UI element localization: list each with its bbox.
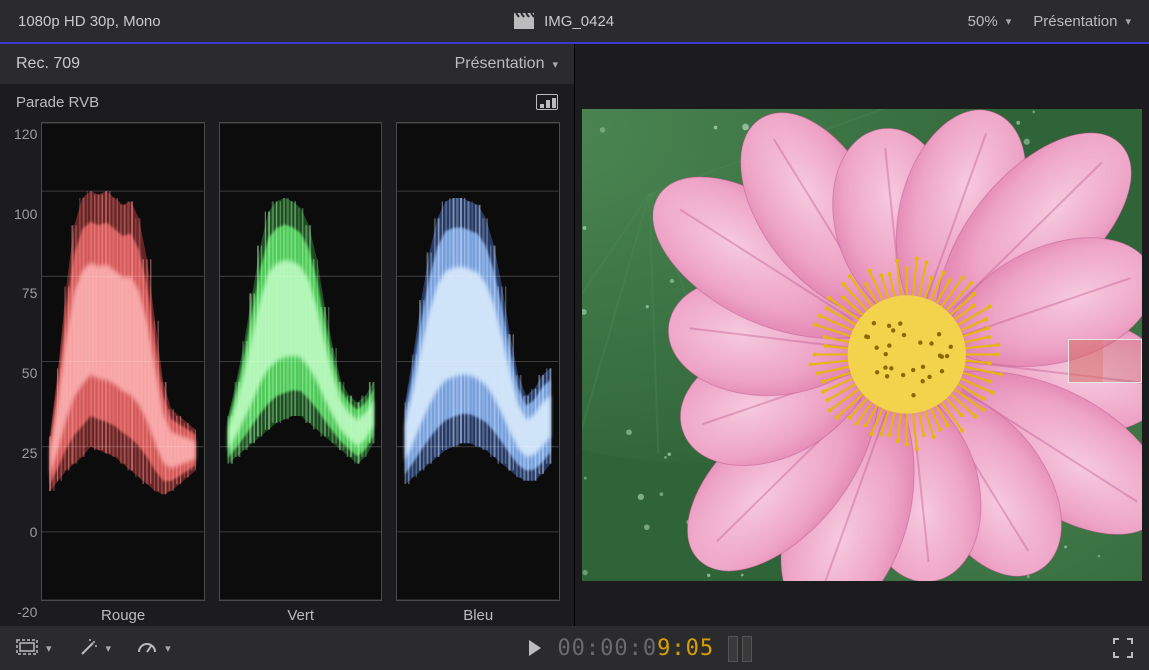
view-menu[interactable]: Présentation ▾ [1033,13,1131,30]
clip-icon [514,13,534,29]
scope-channel-g: Vert [219,122,383,624]
channel-label: Rouge [41,601,205,624]
play-button[interactable] [527,639,543,657]
format-label: 1080p HD 30p, Mono [18,13,161,30]
wand-icon [78,638,98,658]
viewer-image [582,109,1142,581]
timecode-highlight: 9:05 [657,636,714,661]
selection-overlay[interactable] [1068,339,1142,383]
scopes-view-menu[interactable]: Présentation ▾ [455,55,558,73]
speedometer-icon [137,638,157,658]
viewer-frame[interactable] [582,109,1142,581]
play-icon [527,639,543,657]
channel-label: Bleu [396,601,560,624]
enhance-menu[interactable]: ▾ [78,638,112,658]
retime-menu[interactable]: ▾ [137,638,171,658]
scope-y-axis: 1201007550250-20 [14,122,41,624]
scopes-subheader: Parade RVB [0,84,574,114]
scope-channel-r: Rouge [41,122,205,624]
viewer-topbar: 1080p HD 30p, Mono IMG_0424 50% ▾ Présent… [0,0,1149,44]
timecode-display[interactable]: 00:00:09:05 [557,636,714,661]
zoom-label: 50% [968,13,998,30]
zoom-menu[interactable]: 50% ▾ [968,13,1012,30]
clip-name: IMG_0424 [544,13,614,30]
main-split: Rec. 709 Présentation ▾ Parade RVB 120100… [0,44,1149,626]
chevron-down-icon: ▾ [552,58,558,71]
rgb-parade: 1201007550250-20 Rouge Vert Bleu [0,114,574,626]
scope-channel-b: Bleu [396,122,560,624]
scopes-pane: Rec. 709 Présentation ▾ Parade RVB 120100… [0,44,575,626]
audio-meter[interactable] [728,634,756,662]
transport-bar: ▾ ▾ ▾ 00:00:09:05 [0,626,1149,670]
scope-settings-button[interactable] [536,94,558,110]
chevron-down-icon: ▾ [1125,15,1131,28]
chevron-down-icon: ▾ [46,642,52,655]
chevron-down-icon: ▾ [1006,15,1012,28]
colorspace-label: Rec. 709 [16,55,80,73]
transform-menu[interactable]: ▾ [16,639,52,657]
expand-icon [1113,638,1133,658]
viewer-canvas-wrap [575,44,1149,626]
scopes-view-label: Présentation [455,55,545,73]
scope-settings-icon [536,94,558,110]
scope-mode-label: Parade RVB [16,94,99,111]
chevron-down-icon: ▾ [165,642,171,655]
channel-label: Vert [219,601,383,624]
scope-channels: Rouge Vert Bleu [41,122,560,624]
chevron-down-icon: ▾ [106,642,112,655]
timecode-dim: 00:00:0 [557,636,657,661]
scopes-header: Rec. 709 Présentation ▾ [0,44,574,84]
viewer-pane [575,44,1149,626]
fullscreen-button[interactable] [1113,638,1133,658]
view-label: Présentation [1033,13,1117,30]
crop-icon [16,639,38,657]
